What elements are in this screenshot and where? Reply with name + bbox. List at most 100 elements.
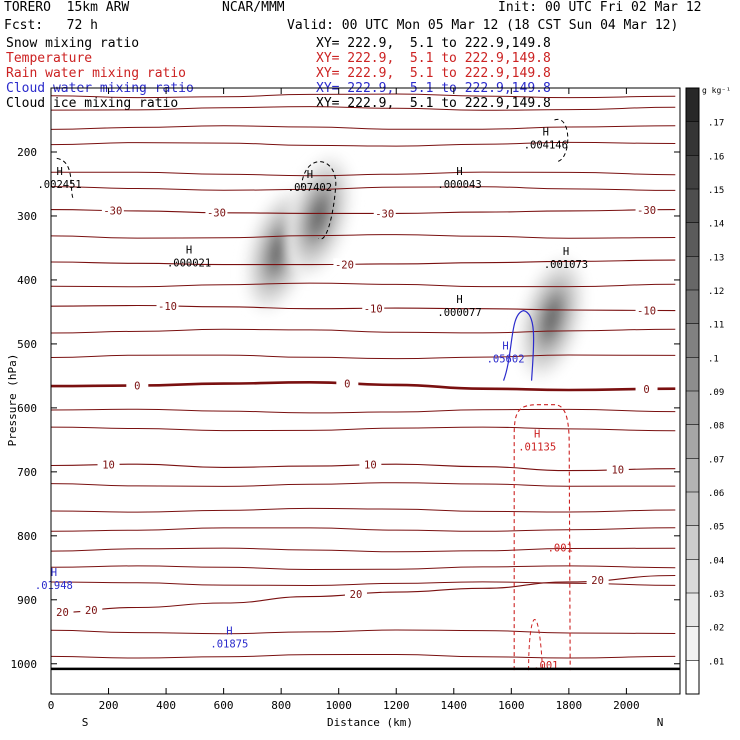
cloud-ice-contour-1 [300, 161, 337, 240]
extremum-marker-4: H [456, 166, 462, 178]
extremum-marker-7: H [563, 246, 569, 258]
colorbar-label-8: .09 [708, 388, 724, 398]
isotherm-20-label-bg-3 [344, 588, 367, 601]
isotherm-line-8 [51, 282, 676, 288]
isotherm--20-label-1: -20 [335, 259, 354, 271]
field-snow-name: Snow mixing ratio [6, 36, 140, 51]
isotherm--20-line [51, 259, 676, 266]
extremum-value-2: .000021 [167, 258, 211, 270]
cloud-ice-contour-2 [554, 119, 569, 163]
extremum-marker-6: H [456, 294, 462, 306]
y-tick-label-5: 700 [17, 466, 37, 479]
colorbar-unit: g kg⁻¹ [702, 86, 731, 95]
colorbar-label-6: .07 [708, 455, 724, 465]
isotherm-10-label-bg-3 [606, 463, 629, 476]
model-title: TORERO 15km ARW [4, 0, 130, 15]
y-tick-label-7: 900 [17, 594, 37, 607]
isotherm--10-label-2: -10 [364, 303, 383, 315]
colorbar-label-9: .1 [708, 354, 719, 364]
rain-contour-outer [513, 404, 571, 671]
snow-shading-layer [245, 155, 585, 379]
colorbar-label-15: .16 [708, 152, 724, 162]
extremum-value-4: .000043 [437, 179, 481, 191]
isotherm-20-label-2: 20 [85, 605, 98, 617]
colorbar-bin-17 [686, 88, 699, 122]
x-tick-label-0: 0 [48, 699, 55, 712]
y-tick-label-6: 800 [17, 530, 37, 543]
y-tick-label-3: 500 [17, 338, 37, 351]
snow-core-2 [285, 155, 352, 277]
isotherm-line-4 [51, 141, 676, 147]
colorbar-label-12: .13 [708, 253, 724, 263]
isotherm-line-11 [51, 408, 676, 414]
colorbar-bin-7 [686, 424, 699, 459]
temperature-contour-layer [51, 93, 676, 659]
colorbar-bin-0 [686, 660, 699, 694]
isotherm-line-18 [51, 581, 676, 587]
isotherm-10-label-1: 10 [102, 460, 115, 472]
isotherm-20-label-4: 20 [591, 575, 604, 587]
y-tick-label-8: 1000 [11, 658, 38, 671]
x-tick-label-2: 400 [156, 699, 176, 712]
contour-label-layer: -30 -30 -30 -30 -20 -10 -10 -10 0 0 0 10 10 10 20 20 20 2… [35, 126, 658, 672]
isotherm-line-14 [51, 507, 676, 513]
extremum-marker-9: H [51, 567, 57, 579]
colorbar-bin-14 [686, 189, 699, 223]
colorbar-bin-15 [686, 155, 699, 189]
field-temperature-name: Temperature [6, 51, 93, 66]
colorbar-label-14: .15 [708, 186, 724, 196]
isotherm-0-label-bg-3 [635, 383, 658, 396]
y-tick-label-1: 300 [17, 210, 37, 223]
isotherm--20-label-bg-1 [333, 258, 356, 271]
y-tick-label-0: 200 [17, 146, 37, 159]
y-tick-label-2: 400 [17, 274, 37, 287]
organization-title: NCAR/MMM [222, 0, 285, 15]
extremum-value-10: .01875 [210, 638, 248, 650]
isotherm--30-label-3: -30 [375, 208, 394, 220]
isotherm--10-label-bg-3 [635, 304, 658, 317]
isotherm-line-19 [51, 629, 676, 635]
extremum-marker-10: H [226, 625, 232, 637]
south-label: S [82, 716, 89, 729]
snow-core-3-ring-5 [543, 302, 560, 334]
x-tick-label-7: 1400 [441, 699, 468, 712]
field-cloud-ice-name: Cloud ice mixing ratio [6, 96, 179, 111]
isotherm-10-label-bg-2 [359, 458, 382, 471]
isotherm--10-label-bg-1 [156, 299, 179, 312]
cloud-ice-contour-3 [56, 157, 75, 201]
x-tick-label-8: 1600 [498, 699, 525, 712]
cloud-water-contour [503, 310, 535, 381]
x-axis-label: Distance (km) [327, 716, 413, 729]
colorbar-label-5: .06 [708, 489, 724, 499]
isotherm-line-15 [51, 527, 676, 532]
colorbar-label-7: .08 [708, 422, 724, 432]
extremum-marker-5: H [543, 126, 549, 138]
isotherm-line-16 [51, 547, 676, 553]
isotherm-0-label-bg-1 [126, 379, 149, 392]
axes-layer: 0 200 400 600 800 1000 1200 1400 1600 1800 2000200… [6, 87, 681, 729]
plot-frame [50, 87, 681, 695]
isotherm-line-12 [51, 426, 676, 432]
snow-core-1-ring-5 [270, 235, 287, 267]
rain-contour-inner [528, 619, 544, 671]
colorbar-bin-13 [686, 222, 699, 257]
extremum-marker-8: H [502, 341, 508, 353]
isotherm-10-label-3: 10 [611, 465, 624, 477]
isotherm-line-17 [51, 565, 676, 571]
x-tick-label-1: 200 [99, 699, 119, 712]
isotherm-line-20 [51, 653, 676, 659]
isotherm--30-label-2: -30 [207, 208, 226, 220]
extremum-value-7: .001073 [544, 259, 588, 271]
colorbar-label-16: .17 [708, 119, 724, 129]
isotherm-20-label-bg-1 [51, 605, 74, 618]
isotherm-0-label-bg-2 [336, 377, 359, 390]
extremum-value-1: .002451 [37, 179, 81, 191]
isotherm-20-label-bg-4 [586, 574, 609, 587]
isotherm-0-label-2: 0 [344, 378, 350, 390]
x-tick-label-3: 600 [214, 699, 234, 712]
field-rain-name: Rain water mixing ratio [6, 66, 187, 81]
isotherm-20-label-bg-2 [80, 604, 103, 617]
colorbar-bin-16 [686, 121, 699, 156]
extremum-value-12: .001 [548, 542, 573, 554]
y-tick-label-4: 600 [17, 402, 37, 415]
